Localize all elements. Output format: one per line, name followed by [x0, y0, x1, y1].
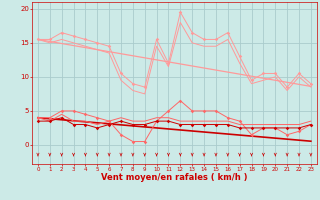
X-axis label: Vent moyen/en rafales ( km/h ): Vent moyen/en rafales ( km/h )	[101, 173, 248, 182]
